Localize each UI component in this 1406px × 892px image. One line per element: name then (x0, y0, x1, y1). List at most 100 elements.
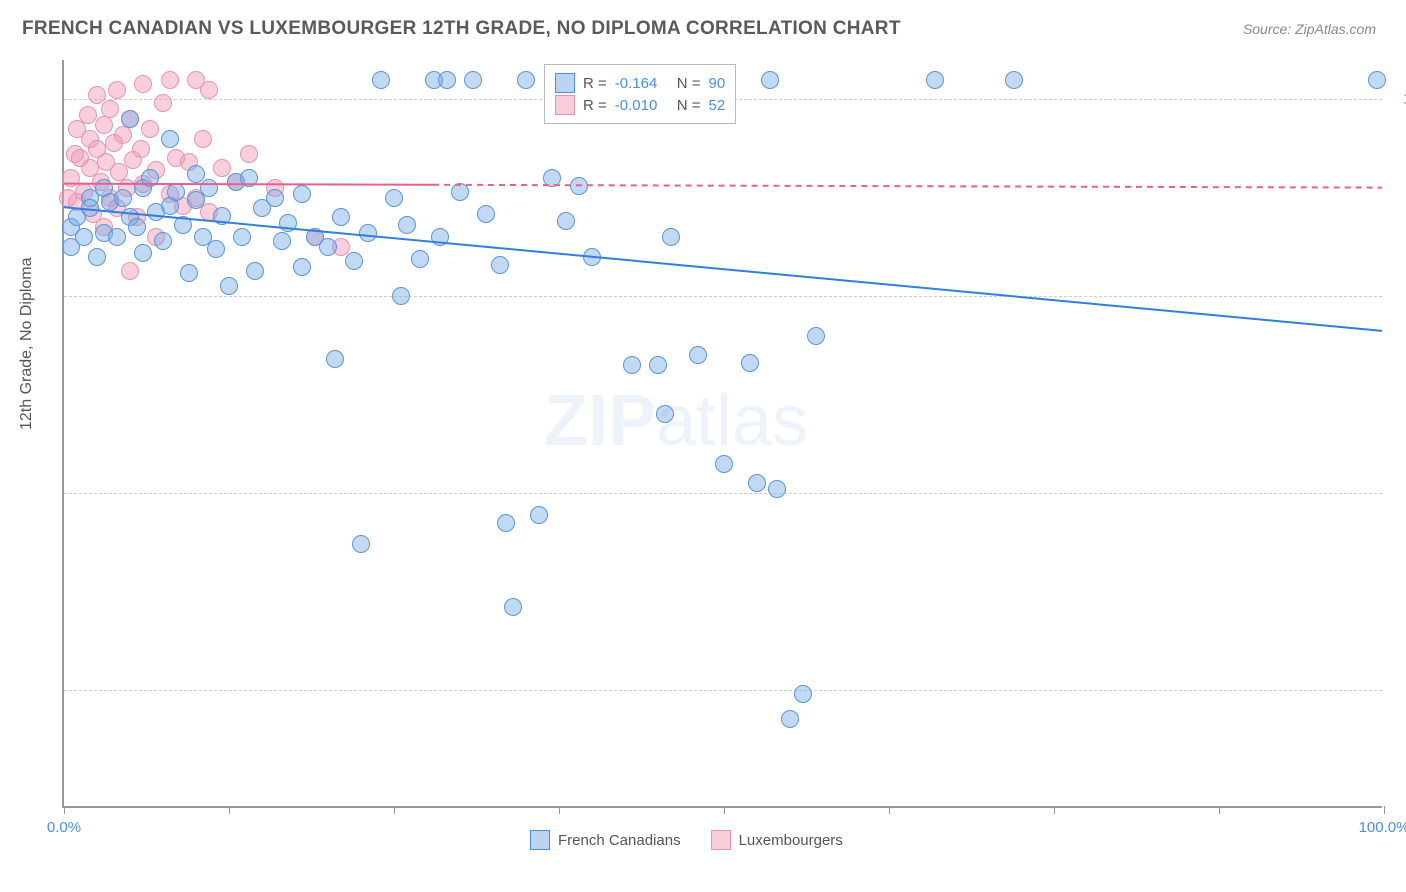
legend-row: R = -0.164 N = 90 (555, 73, 725, 93)
data-point (161, 71, 179, 89)
y-tick-label: 100.0% (1394, 91, 1406, 108)
r-value: -0.010 (615, 97, 669, 114)
data-point (557, 212, 575, 230)
data-point (504, 598, 522, 616)
data-point (530, 506, 548, 524)
data-point (207, 240, 225, 258)
gridline (64, 690, 1382, 691)
data-point (174, 216, 192, 234)
y-axis-title: 12th Grade, No Diploma (18, 257, 36, 430)
data-point (81, 199, 99, 217)
y-tick-label: 70.0% (1394, 681, 1406, 698)
data-point (741, 354, 759, 372)
x-tick (889, 806, 890, 814)
data-point (121, 262, 139, 280)
legend-swatch (555, 73, 575, 93)
legend-label: Luxembourgers (739, 832, 843, 849)
data-point (154, 232, 172, 250)
data-point (141, 169, 159, 187)
r-label: R = (583, 75, 607, 92)
data-point (662, 228, 680, 246)
legend-swatch (711, 830, 731, 850)
r-value: -0.164 (615, 75, 669, 92)
data-point (75, 228, 93, 246)
data-point (194, 130, 212, 148)
data-point (497, 514, 515, 532)
data-point (438, 71, 456, 89)
data-point (761, 71, 779, 89)
data-point (108, 81, 126, 99)
data-point (101, 100, 119, 118)
r-label: R = (583, 97, 607, 114)
data-point (431, 228, 449, 246)
x-tick-label: 0.0% (47, 819, 81, 836)
data-point (180, 264, 198, 282)
x-tick (1384, 806, 1385, 814)
x-tick (559, 806, 560, 814)
x-tick (229, 806, 230, 814)
data-point (623, 356, 641, 374)
x-tick (1219, 806, 1220, 814)
data-point (141, 120, 159, 138)
x-tick (1054, 806, 1055, 814)
data-point (293, 185, 311, 203)
data-point (240, 145, 258, 163)
data-point (1005, 71, 1023, 89)
legend-item: Luxembourgers (711, 830, 843, 850)
data-point (332, 208, 350, 226)
n-label: N = (677, 97, 701, 114)
gridline (64, 493, 1382, 494)
data-point (161, 130, 179, 148)
data-point (345, 252, 363, 270)
data-point (132, 140, 150, 158)
data-point (134, 244, 152, 262)
data-point (319, 238, 337, 256)
gridline (64, 296, 1382, 297)
data-point (570, 177, 588, 195)
data-point (167, 183, 185, 201)
data-point (583, 248, 601, 266)
data-point (689, 346, 707, 364)
data-point (768, 480, 786, 498)
data-point (200, 179, 218, 197)
n-label: N = (677, 75, 701, 92)
data-point (326, 350, 344, 368)
data-point (451, 183, 469, 201)
correlation-legend: R = -0.164 N = 90 R = -0.010 N = 52 (544, 64, 736, 124)
data-point (543, 169, 561, 187)
data-point (213, 207, 231, 225)
data-point (352, 535, 370, 553)
legend-item: French Canadians (530, 830, 681, 850)
n-value: 90 (709, 75, 726, 92)
data-point (748, 474, 766, 492)
data-point (114, 126, 132, 144)
legend-row: R = -0.010 N = 52 (555, 95, 725, 115)
data-point (134, 75, 152, 93)
source-label: Source: ZipAtlas.com (1243, 21, 1376, 37)
data-point (240, 169, 258, 187)
x-tick (394, 806, 395, 814)
data-point (372, 71, 390, 89)
data-point (411, 250, 429, 268)
data-point (95, 116, 113, 134)
series-legend: French Canadians Luxembourgers (530, 830, 843, 850)
y-tick-label: 80.0% (1394, 485, 1406, 502)
data-point (656, 405, 674, 423)
data-point (273, 232, 291, 250)
data-point (807, 327, 825, 345)
legend-swatch (555, 95, 575, 115)
data-point (715, 455, 733, 473)
y-tick-label: 90.0% (1394, 288, 1406, 305)
legend-swatch (530, 830, 550, 850)
data-point (794, 685, 812, 703)
x-tick (64, 806, 65, 814)
n-value: 52 (709, 97, 726, 114)
data-point (154, 94, 172, 112)
data-point (781, 710, 799, 728)
data-point (359, 224, 377, 242)
data-point (649, 356, 667, 374)
x-tick-label: 100.0% (1359, 819, 1406, 836)
data-point (88, 248, 106, 266)
data-point (114, 189, 132, 207)
data-point (121, 110, 139, 128)
